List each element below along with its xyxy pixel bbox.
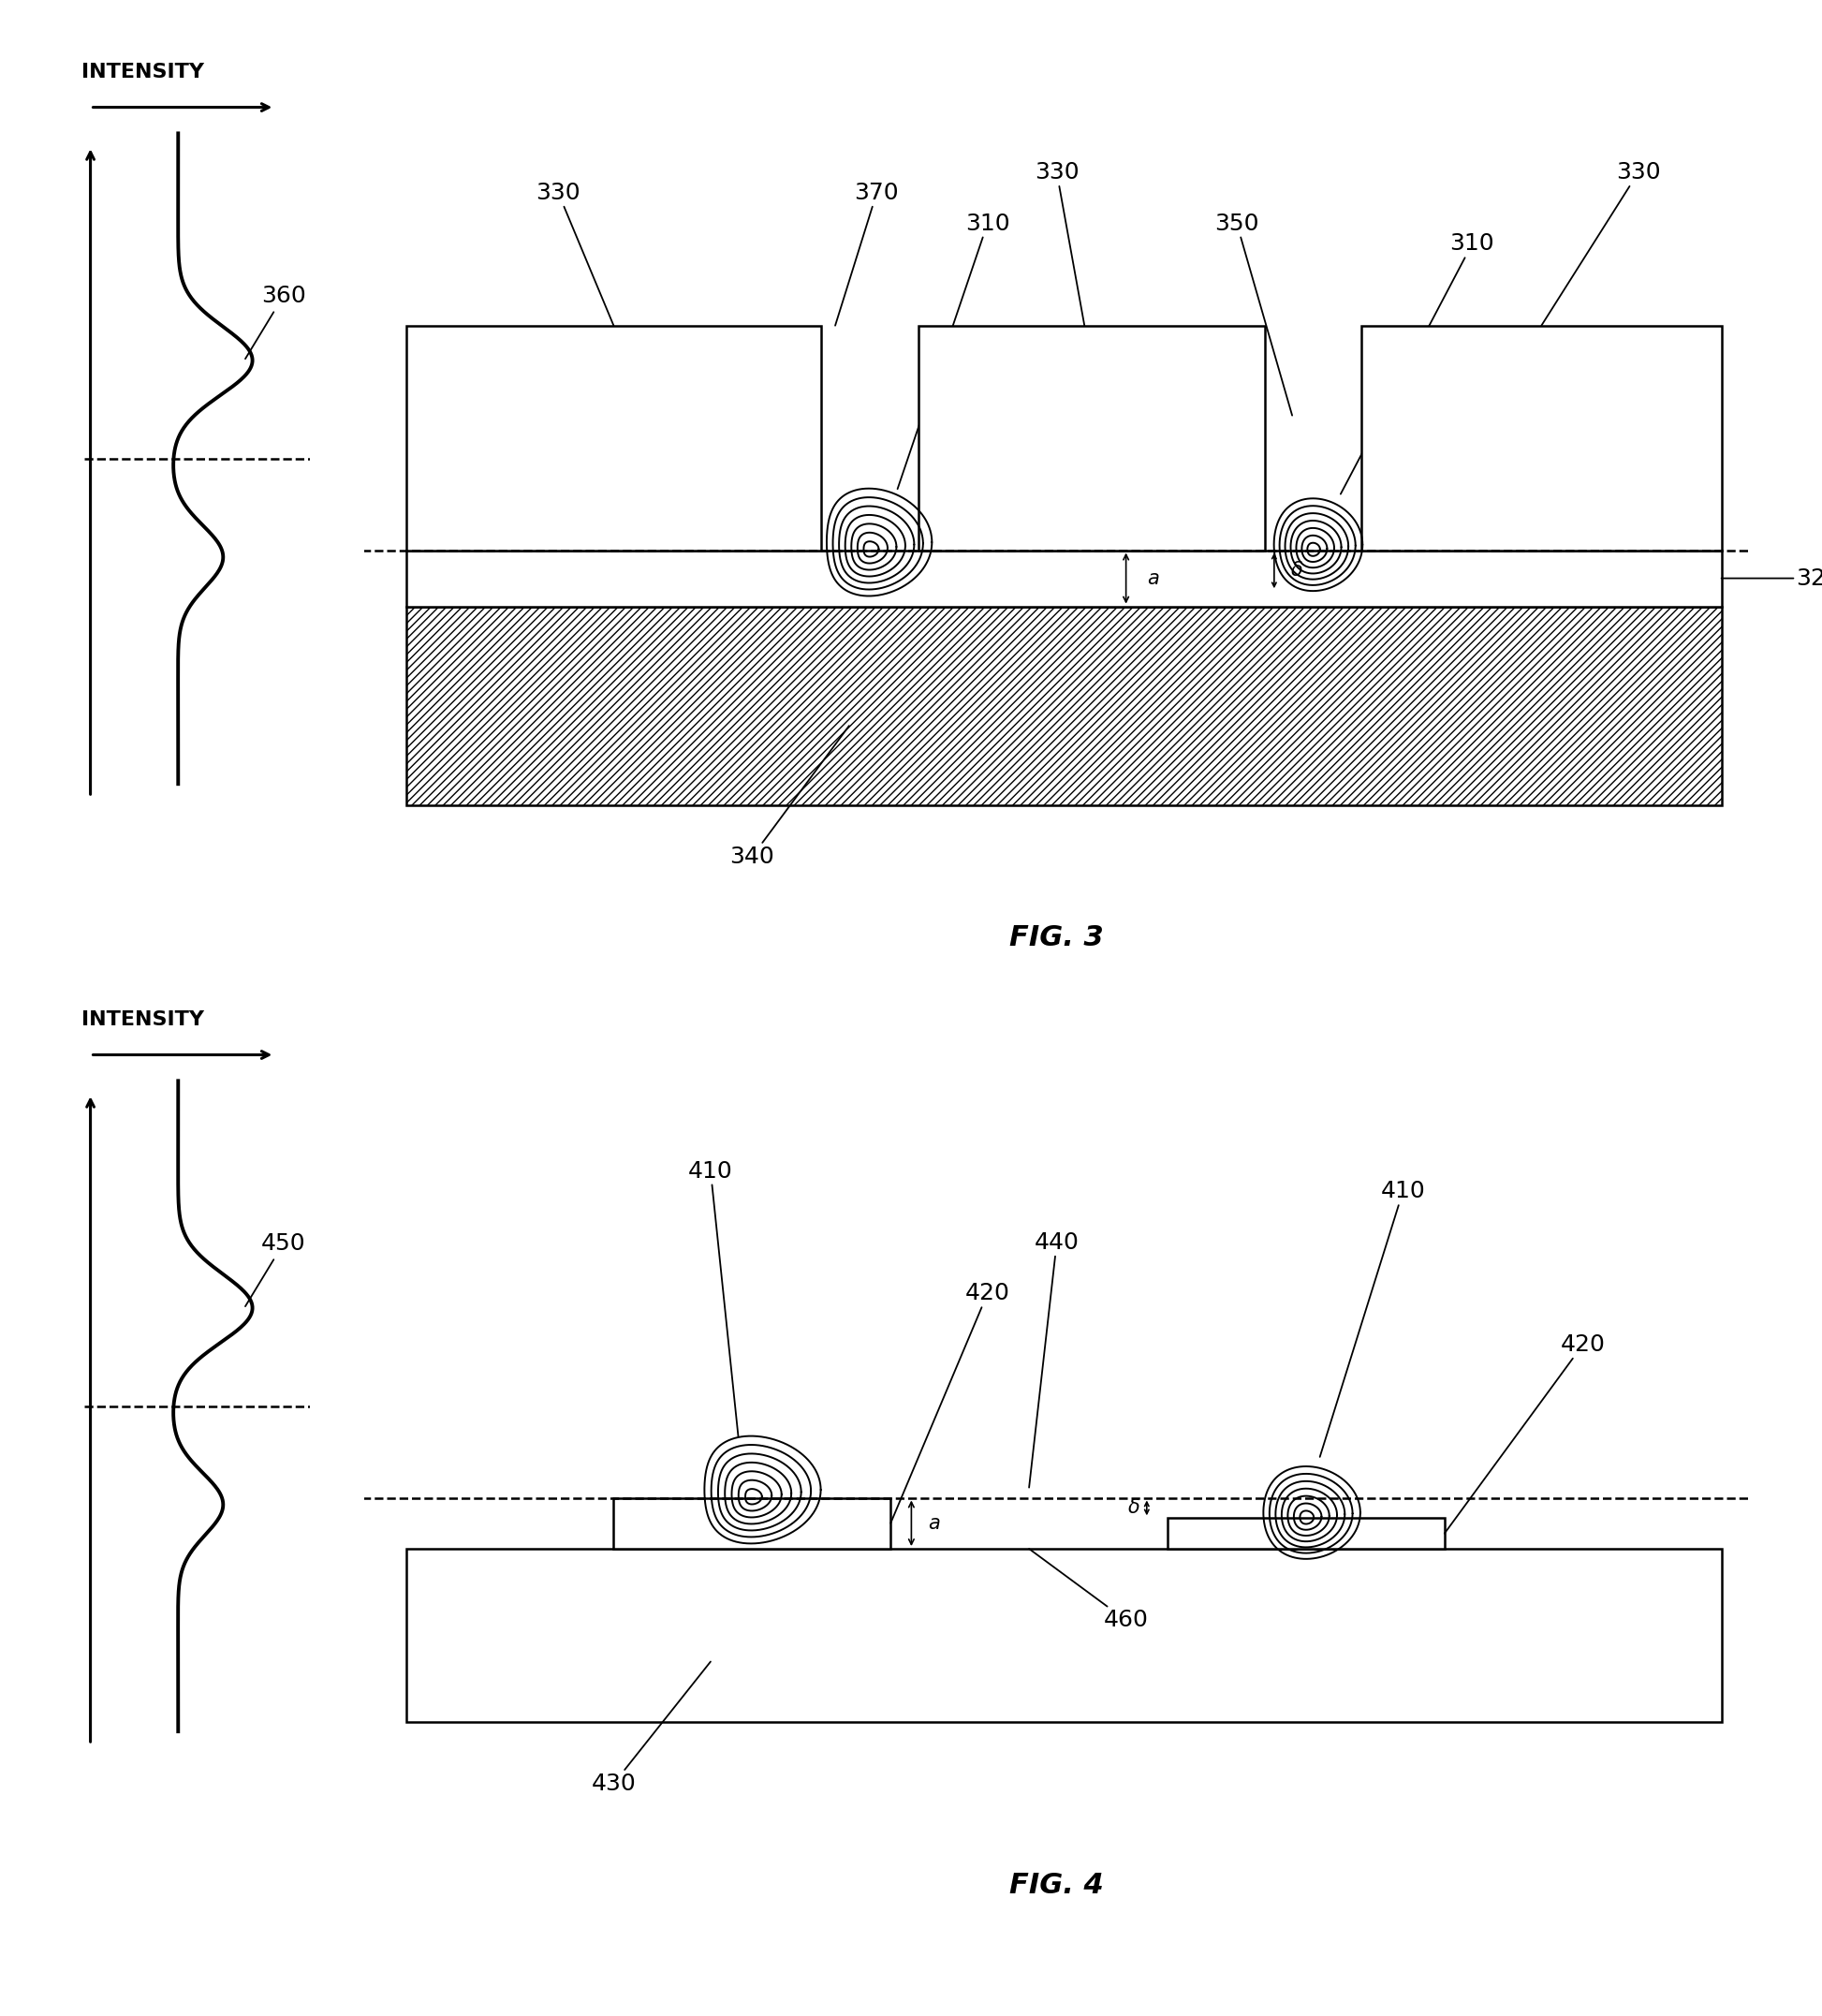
Text: 420: 420 — [1445, 1333, 1605, 1534]
Bar — [406, 1548, 1722, 1722]
Text: 320: 320 — [1722, 566, 1822, 589]
Bar — [1361, 325, 1722, 550]
Text: 410: 410 — [1319, 1179, 1425, 1458]
Bar — [614, 1498, 891, 1548]
Text: 340: 340 — [731, 726, 849, 867]
Text: 330: 330 — [1035, 161, 1084, 325]
Text: a: a — [1146, 569, 1159, 587]
Text: FIG. 3: FIG. 3 — [1009, 925, 1104, 952]
Text: 360: 360 — [246, 284, 306, 359]
Text: 310: 310 — [1341, 232, 1494, 494]
Text: 430: 430 — [592, 1661, 711, 1794]
Text: 310: 310 — [898, 212, 1009, 490]
Text: 460: 460 — [1029, 1548, 1148, 1631]
Text: 370: 370 — [834, 181, 898, 325]
Bar — [406, 550, 1722, 607]
Text: 410: 410 — [689, 1159, 738, 1437]
Text: δ: δ — [1290, 560, 1303, 581]
Text: 440: 440 — [1029, 1232, 1079, 1488]
Bar — [406, 607, 1722, 806]
Text: 420: 420 — [891, 1282, 1009, 1524]
Bar — [1168, 1518, 1445, 1548]
Text: 350: 350 — [1215, 212, 1292, 415]
Text: FIG. 4: FIG. 4 — [1009, 1873, 1104, 1899]
Text: INTENSITY: INTENSITY — [82, 62, 204, 81]
Text: 330: 330 — [536, 181, 614, 325]
Bar — [918, 325, 1264, 550]
Text: 450: 450 — [246, 1232, 306, 1306]
Text: 330: 330 — [1541, 161, 1660, 325]
Text: δ: δ — [1128, 1498, 1141, 1518]
Text: INTENSITY: INTENSITY — [82, 1010, 204, 1028]
Text: a: a — [927, 1514, 940, 1532]
Bar — [406, 325, 822, 550]
